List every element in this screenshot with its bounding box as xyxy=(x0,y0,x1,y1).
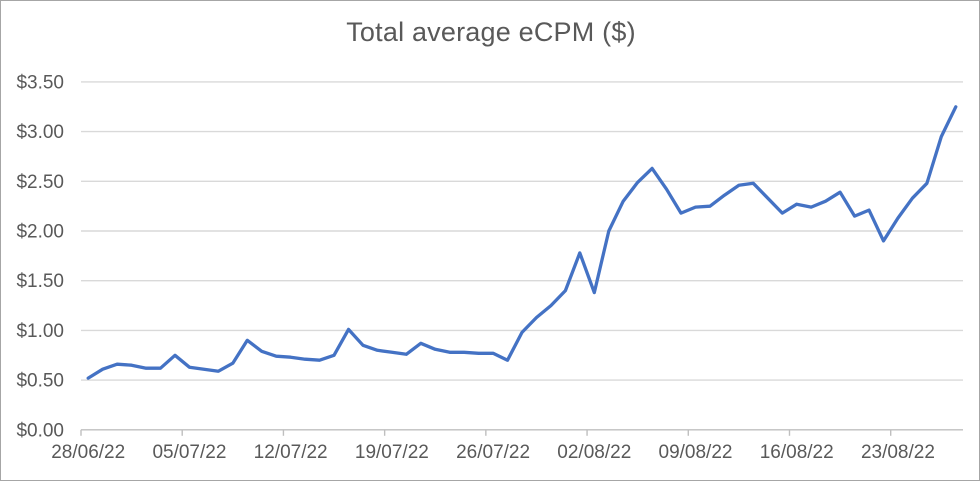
x-axis-tick-label: 09/08/22 xyxy=(659,442,733,463)
y-axis-tick-label: $2.50 xyxy=(16,172,64,193)
y-axis-tick-label: $0.00 xyxy=(16,420,64,441)
x-axis-tick-label: 23/08/22 xyxy=(861,442,935,463)
x-axis-tick-label: 05/07/22 xyxy=(152,442,226,463)
y-axis-tick-label: $3.50 xyxy=(16,72,64,93)
ecpm-line-series xyxy=(86,105,958,380)
x-axis-tick-label: 02/08/22 xyxy=(557,442,631,463)
y-axis-tick-label: $1.00 xyxy=(16,321,64,342)
y-axis-tick-label: $1.50 xyxy=(16,271,64,292)
chart-title: Total average eCPM ($) xyxy=(346,17,636,47)
x-axis-tick-label: 28/06/22 xyxy=(51,442,125,463)
x-axis-tick-label: 26/07/22 xyxy=(456,442,530,463)
x-axis-tick-label: 12/07/22 xyxy=(254,442,328,463)
y-axis-tick-label: $3.00 xyxy=(16,122,64,143)
x-axis-tick-label: 16/08/22 xyxy=(760,442,834,463)
y-axis-tick-label: $2.00 xyxy=(16,222,64,243)
x-axis-tick-label: 19/07/22 xyxy=(355,442,429,463)
y-axis-tick-label: $0.50 xyxy=(16,371,64,392)
